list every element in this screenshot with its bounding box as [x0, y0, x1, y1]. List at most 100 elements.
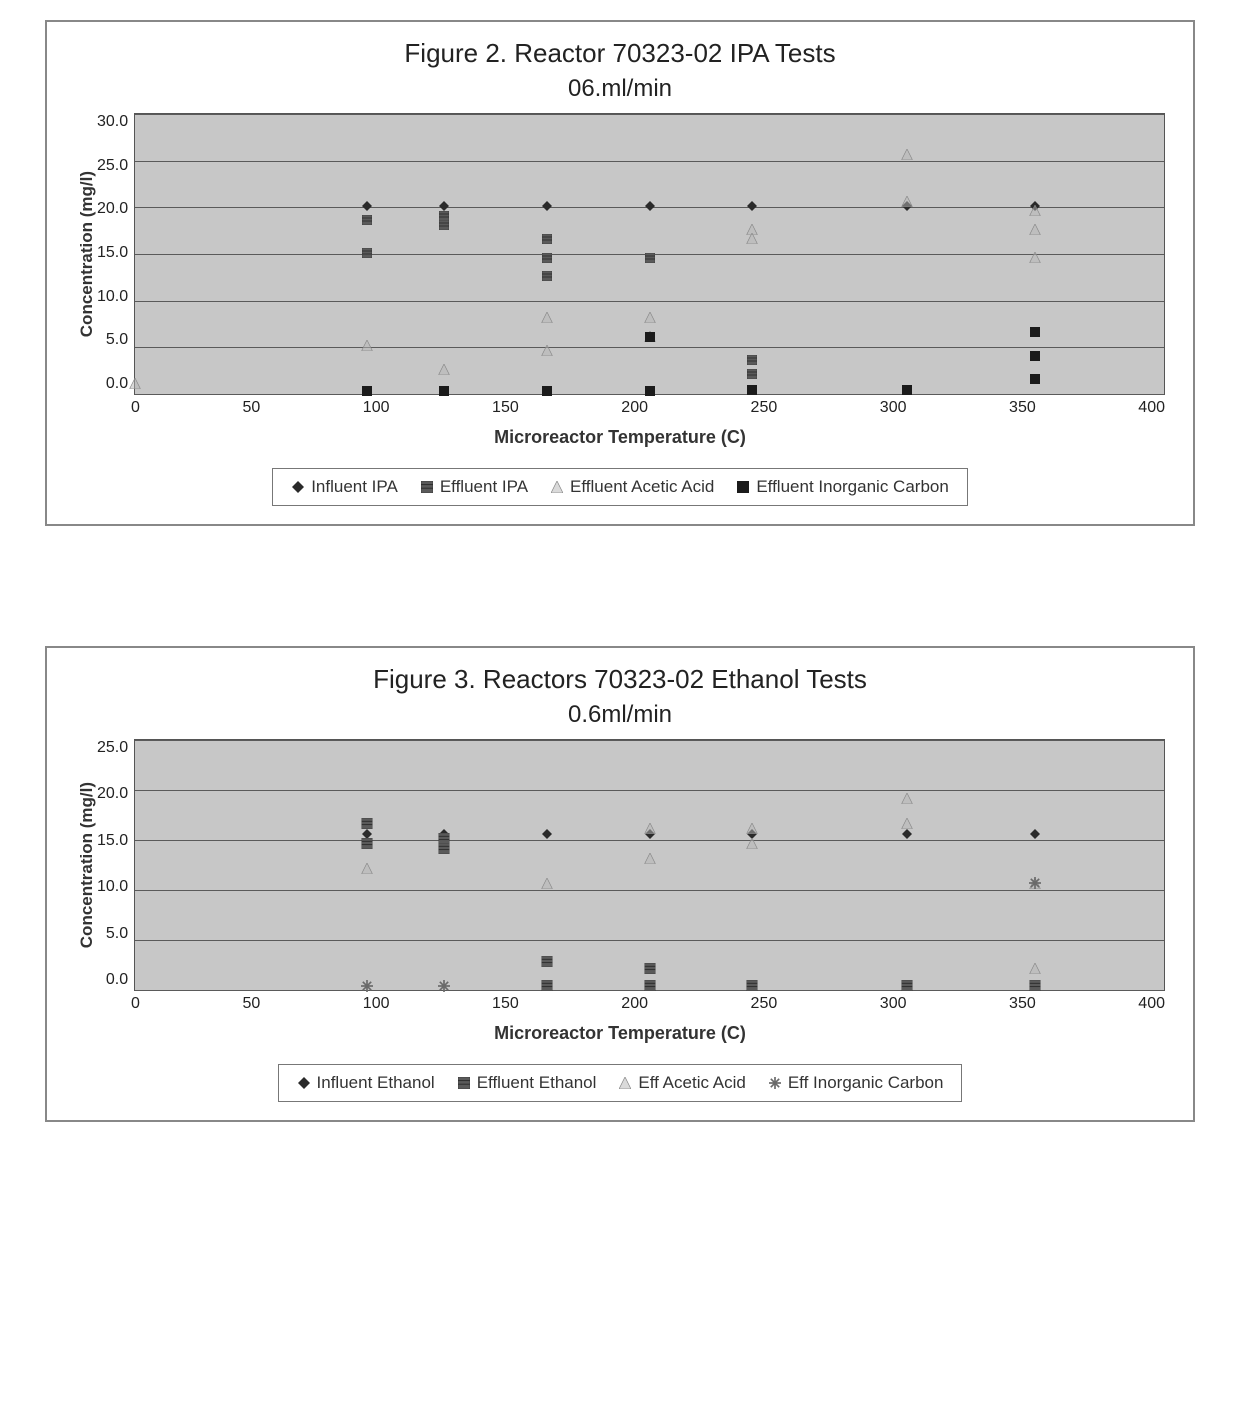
y-tick-label: 10.0 [97, 288, 128, 306]
y-tick-label: 20.0 [97, 785, 128, 803]
data-point [1029, 876, 1041, 894]
x-tick-label: 0 [131, 399, 140, 417]
grid-line [135, 790, 1164, 791]
legend-marker-icon [618, 1076, 632, 1090]
y-tick-label: 15.0 [97, 832, 128, 850]
data-point [747, 231, 758, 249]
legend-item: Effluent Ethanol [457, 1073, 597, 1093]
data-point [1030, 324, 1040, 342]
x-tick-label: 250 [751, 399, 778, 417]
x-axis-ticks: 050100150200250300350400 [131, 399, 1165, 417]
x-axis-label: Microreactor Temperature (C) [75, 427, 1165, 448]
legend-label: Eff Acetic Acid [638, 1073, 745, 1093]
x-tick-label: 250 [751, 995, 778, 1013]
data-point [542, 826, 552, 844]
data-point [438, 362, 449, 380]
legend-item: Effluent Acetic Acid [550, 477, 714, 497]
legend-marker-icon [550, 480, 564, 494]
data-point [644, 978, 655, 996]
legend-item: Influent IPA [291, 477, 398, 497]
data-point [747, 198, 757, 216]
data-point [747, 382, 757, 400]
data-point [361, 816, 372, 834]
grid-line [135, 740, 1164, 741]
y-axis-label: Concentration (mg/l) [75, 171, 97, 337]
legend-label: Effluent Ethanol [477, 1073, 597, 1093]
data-point [1030, 371, 1040, 389]
figure-3-container: Figure 3. Reactors 70323-02 Ethanol Test… [45, 646, 1195, 1122]
y-tick-label: 5.0 [97, 925, 128, 943]
legend-marker-icon [457, 1076, 471, 1090]
x-tick-label: 400 [1138, 399, 1165, 417]
data-point [362, 212, 372, 230]
y-axis-label: Concentration (mg/l) [75, 782, 97, 948]
data-point [361, 861, 372, 879]
legend-marker-icon [297, 1076, 311, 1090]
data-point [361, 836, 372, 854]
legend-marker-icon [768, 1076, 782, 1090]
grid-line [135, 114, 1164, 115]
legend-item: Effluent Inorganic Carbon [736, 477, 948, 497]
data-point [901, 816, 912, 834]
data-point [541, 343, 552, 361]
legend-marker-icon [291, 480, 305, 494]
legend-label: Effluent Inorganic Carbon [756, 477, 948, 497]
grid-line [135, 161, 1164, 162]
legend-label: Influent Ethanol [317, 1073, 435, 1093]
data-point [361, 338, 372, 356]
legend-marker-icon [420, 480, 434, 494]
plot-area [134, 739, 1165, 991]
data-point [542, 198, 552, 216]
data-point [542, 250, 552, 268]
legend-label: Effluent IPA [440, 477, 528, 497]
legend-label: Eff Inorganic Carbon [788, 1073, 944, 1093]
legend-label: Effluent Acetic Acid [570, 477, 714, 497]
x-tick-label: 300 [880, 995, 907, 1013]
data-point [902, 382, 912, 400]
x-tick-label: 50 [242, 995, 260, 1013]
data-point [901, 194, 912, 212]
data-point [361, 979, 373, 997]
data-point [645, 198, 655, 216]
legend-item: Eff Acetic Acid [618, 1073, 745, 1093]
data-point [1030, 961, 1041, 979]
data-point [439, 217, 449, 235]
data-point [1030, 222, 1041, 240]
y-tick-label: 30.0 [97, 113, 128, 131]
data-point [747, 836, 758, 854]
plot-area-wrap: Concentration (mg/l) 30.025.020.015.010.… [75, 113, 1165, 395]
x-tick-label: 150 [492, 399, 519, 417]
chart-legend: Influent IPA Effluent IPA Effluent Acetic … [272, 468, 968, 506]
data-point [541, 978, 552, 996]
chart-title: Figure 3. Reactors 70323-02 Ethanol Test… [75, 664, 1165, 695]
x-axis-label: Microreactor Temperature (C) [75, 1023, 1165, 1044]
data-point [541, 954, 552, 972]
grid-line [135, 940, 1164, 941]
legend-label: Influent IPA [311, 477, 398, 497]
chart-legend: Influent Ethanol Effluent Ethanol Eff Acet… [278, 1064, 963, 1102]
chart-subtitle: 0.6ml/min [75, 701, 1165, 729]
x-tick-label: 150 [492, 995, 519, 1013]
x-tick-label: 100 [363, 399, 390, 417]
x-tick-label: 0 [131, 995, 140, 1013]
y-tick-label: 20.0 [97, 200, 128, 218]
data-point [644, 961, 655, 979]
grid-line [135, 890, 1164, 891]
plot-area [134, 113, 1165, 395]
y-tick-label: 5.0 [97, 331, 128, 349]
x-tick-label: 350 [1009, 399, 1036, 417]
y-axis-ticks: 25.0 20.0 15.0 10.0 5.0 0.0 [97, 739, 134, 989]
y-tick-label: 25.0 [97, 739, 128, 757]
plot-area-wrap: Concentration (mg/l) 25.0 20.0 15.0 10.0 5.0… [75, 739, 1165, 991]
x-tick-label: 300 [880, 399, 907, 417]
data-point [644, 310, 655, 328]
legend-marker-icon [736, 480, 750, 494]
data-point [542, 268, 552, 286]
data-point [645, 329, 655, 347]
data-point [1030, 348, 1040, 366]
y-tick-label: 10.0 [97, 878, 128, 896]
y-tick-label: 0.0 [97, 971, 128, 989]
data-point [901, 147, 912, 165]
data-point [1030, 203, 1041, 221]
x-tick-label: 50 [242, 399, 260, 417]
